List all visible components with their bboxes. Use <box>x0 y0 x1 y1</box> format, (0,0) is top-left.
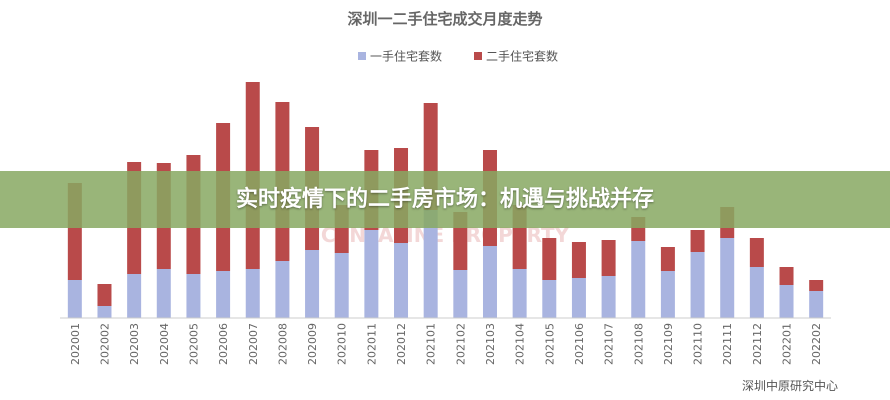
legend-swatch <box>358 52 366 60</box>
x-tick-label: 202108 <box>632 323 645 365</box>
bar <box>97 306 112 318</box>
bar <box>809 291 824 318</box>
bar <box>394 243 409 318</box>
bar <box>720 238 735 318</box>
source: 深圳中原研究中心 <box>742 378 838 393</box>
x-tick-label: 202111 <box>721 323 734 365</box>
bar <box>690 252 705 318</box>
x-tick-label: 202109 <box>662 323 675 365</box>
bar <box>571 278 586 318</box>
bar <box>67 280 82 318</box>
bar <box>186 274 201 318</box>
bar <box>364 230 379 318</box>
bar <box>453 270 468 318</box>
x-tick-label: 202201 <box>781 323 794 365</box>
x-tick-label: 202202 <box>810 323 823 365</box>
x-tick-label: 202011 <box>365 323 378 365</box>
x-tick-label: 202001 <box>69 323 82 365</box>
bar <box>660 271 675 318</box>
legend-swatch <box>474 52 482 60</box>
bar <box>749 267 764 318</box>
bar <box>482 246 497 318</box>
x-tick-label: 202103 <box>484 323 497 365</box>
x-tick-label: 202112 <box>751 323 764 365</box>
x-tick-label: 202102 <box>454 323 467 365</box>
x-tick-label: 202006 <box>217 323 230 365</box>
bar <box>571 242 586 278</box>
bar <box>216 271 231 318</box>
bar <box>305 250 320 318</box>
bar <box>601 240 616 276</box>
x-tick-label: 202110 <box>692 323 705 365</box>
x-tick-label: 202010 <box>336 323 349 365</box>
bar <box>245 269 260 318</box>
bar <box>631 241 646 318</box>
banner-text: 实时疫情下的二手房市场：机遇与挑战并存 <box>235 187 654 212</box>
bar <box>512 269 527 318</box>
bar <box>660 247 675 271</box>
bar <box>601 276 616 318</box>
x-tick-label: 202101 <box>425 323 438 365</box>
bar <box>542 238 557 280</box>
x-tick-label: 202012 <box>395 323 408 365</box>
bar <box>275 261 290 318</box>
x-tick-label: 202003 <box>128 323 141 365</box>
banner <box>0 171 890 228</box>
x-tick-label: 202107 <box>603 323 616 365</box>
bar <box>423 210 438 318</box>
legend-label: 一手住宅套数 <box>370 49 442 64</box>
x-tick-label: 202007 <box>247 323 260 365</box>
x-tick-label: 202008 <box>276 323 289 365</box>
x-tick-label: 202104 <box>514 323 527 365</box>
x-tick-label: 202005 <box>187 323 200 365</box>
x-tick-label: 202106 <box>573 323 586 365</box>
legend-label: 二手住宅套数 <box>486 49 558 64</box>
x-tick-label: 202004 <box>158 323 171 365</box>
bar <box>127 274 142 318</box>
bar <box>334 253 349 318</box>
bar <box>779 285 794 318</box>
bar <box>690 230 705 252</box>
chart-title: 深圳一二手住宅成交月度走势 <box>347 10 542 28</box>
bar <box>97 284 112 306</box>
bar <box>156 269 171 318</box>
x-tick-label: 202002 <box>98 323 111 365</box>
bar <box>779 267 794 285</box>
bar <box>809 280 824 291</box>
x-tick-label: 202105 <box>543 323 556 365</box>
x-tick-label: 202009 <box>306 323 319 365</box>
bar <box>542 280 557 318</box>
bar <box>749 238 764 267</box>
